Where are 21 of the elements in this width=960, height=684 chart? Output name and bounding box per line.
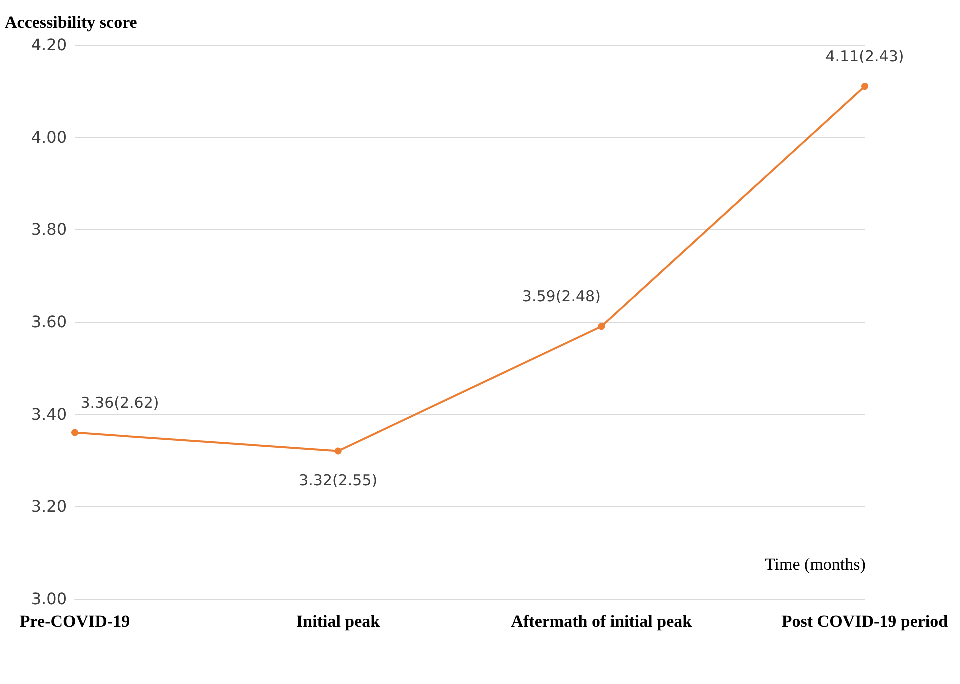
x-tick-label: Post COVID-19 period <box>782 612 949 631</box>
point <box>862 83 868 90</box>
point <box>598 323 606 330</box>
y-tick-label: 3.00 <box>31 590 67 608</box>
y-tick-label: 4.00 <box>31 128 67 147</box>
y-tick-label: 3.40 <box>31 404 67 424</box>
data-label: 4.11(2.43) <box>826 48 904 66</box>
x-tick-label: Aftermath of initial peak <box>511 612 693 631</box>
point <box>72 429 78 436</box>
x-tick-label: Pre-COVID-19 <box>20 612 130 631</box>
y-axis-title: Accessibility score <box>5 13 138 32</box>
data-label: 3.32(2.55) <box>299 471 378 490</box>
y-tick-label: 3.80 <box>31 220 67 240</box>
data-label: 3.36(2.62) <box>80 394 160 412</box>
data-label: 3.59(2.48) <box>522 288 601 306</box>
y-tick-label: 3.60 <box>31 312 67 332</box>
point <box>334 448 342 455</box>
x-tick-label: Initial peak <box>296 612 381 631</box>
y-tick-label: 3.20 <box>31 497 67 516</box>
x-axis-title: Time (months) <box>765 555 866 574</box>
y-tick-label: 4.20 <box>31 36 67 54</box>
